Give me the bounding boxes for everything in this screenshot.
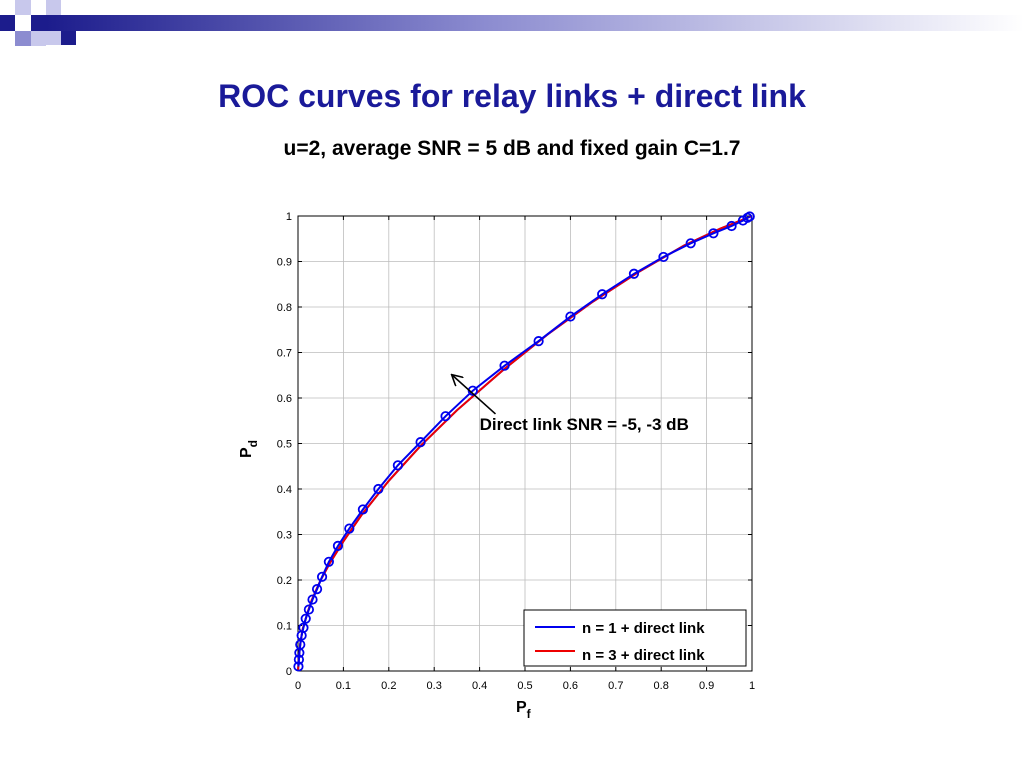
series-line-circles: [297, 215, 751, 667]
x-tick-label: 0.7: [608, 680, 623, 692]
x-tick-label: 0.9: [699, 680, 714, 692]
x-axis-label-main: P: [516, 699, 527, 716]
data-point: [565, 311, 576, 322]
y-axis-label-sub: d: [246, 440, 260, 447]
x-tick-label: 0.3: [427, 680, 442, 692]
deco-square: [61, 31, 76, 45]
data-point: [744, 211, 755, 222]
slide-title: ROC curves for relay links + direct link: [218, 78, 806, 114]
data-point: [685, 238, 696, 249]
data-point: [357, 504, 369, 515]
y-tick-label: 1: [286, 211, 292, 223]
data-point: [300, 613, 311, 624]
legend-label-series-2: n = 3 + direct link: [582, 647, 705, 664]
data-point: [392, 460, 403, 471]
x-tick-label: 0.5: [517, 680, 532, 692]
data-point: [373, 483, 384, 495]
legend-box: [523, 609, 747, 667]
y-tick-label: 0.3: [277, 530, 292, 542]
data-point: [303, 604, 314, 615]
x-tick-label: 0.6: [563, 680, 578, 692]
data-point: [311, 583, 323, 595]
x-tick-label: 1: [749, 680, 755, 692]
series: [293, 211, 755, 672]
deco-square: [31, 15, 46, 31]
y-tick-label: 0.2: [277, 575, 292, 587]
legend: n = 1 + direct link n = 3 + direct link: [523, 609, 747, 667]
data-point: [332, 540, 344, 551]
annotation-arrow: [452, 375, 497, 415]
deco-square: [46, 0, 61, 15]
data-point: [293, 654, 305, 665]
data-point: [499, 360, 510, 371]
data-point: [316, 571, 328, 582]
legend-label-series-1: n = 1 + direct link: [582, 620, 705, 637]
data-point: [323, 556, 334, 567]
corner-decoration: [0, 0, 1024, 46]
data-point: [344, 523, 355, 534]
y-tick-label: 0.1: [277, 621, 292, 633]
y-axis-label-main: P: [238, 447, 255, 458]
y-tick-label: 0.7: [277, 348, 292, 360]
deco-square: [0, 15, 15, 31]
x-tick-label: 0.2: [381, 680, 396, 692]
data-point: [307, 594, 318, 605]
deco-square: [31, 31, 46, 46]
y-tick-label: 0.5: [277, 439, 292, 451]
y-axis-label: Pd: [238, 440, 260, 458]
y-tick-label: 0.9: [277, 257, 292, 269]
deco-banner: [46, 15, 1024, 31]
data-point: [597, 289, 608, 300]
axis-ticks: 0 0.1 0.2 0.3 0.4 0.5 0.6 0.7 0.8 0.9 1 0 0.1 0.2 0.3 0…: [277, 211, 755, 692]
deco-square: [15, 0, 31, 15]
data-point: [298, 622, 309, 633]
x-tick-label: 0.8: [654, 680, 669, 692]
grid: [297, 215, 753, 672]
y-tick-label: 0.6: [277, 393, 292, 405]
data-point: [415, 437, 426, 448]
annotation-text: Direct link SNR = -5, -3 dB: [480, 415, 689, 434]
x-tick-label: 0.1: [336, 680, 351, 692]
data-point: [658, 251, 669, 263]
data-point: [726, 220, 737, 232]
data-point: [533, 336, 544, 347]
deco-square: [46, 31, 61, 45]
deco-square: [15, 31, 31, 46]
y-tick-label: 0: [286, 666, 292, 678]
data-point: [440, 411, 451, 422]
data-point: [628, 268, 640, 279]
data-point: [708, 228, 719, 239]
slide-subtitle: u=2, average SNR = 5 dB and fixed gain C…: [283, 137, 741, 160]
annotation: Direct link SNR = -5, -3 dB: [452, 375, 689, 434]
y-tick-label: 0.4: [277, 484, 292, 496]
x-axis-label: Pf: [516, 699, 532, 721]
x-axis-label-sub: f: [527, 707, 532, 721]
x-tick-label: 0: [295, 680, 301, 692]
x-tick-label: 0.4: [472, 680, 487, 692]
data-point: [293, 661, 304, 672]
y-tick-label: 0.8: [277, 302, 292, 314]
